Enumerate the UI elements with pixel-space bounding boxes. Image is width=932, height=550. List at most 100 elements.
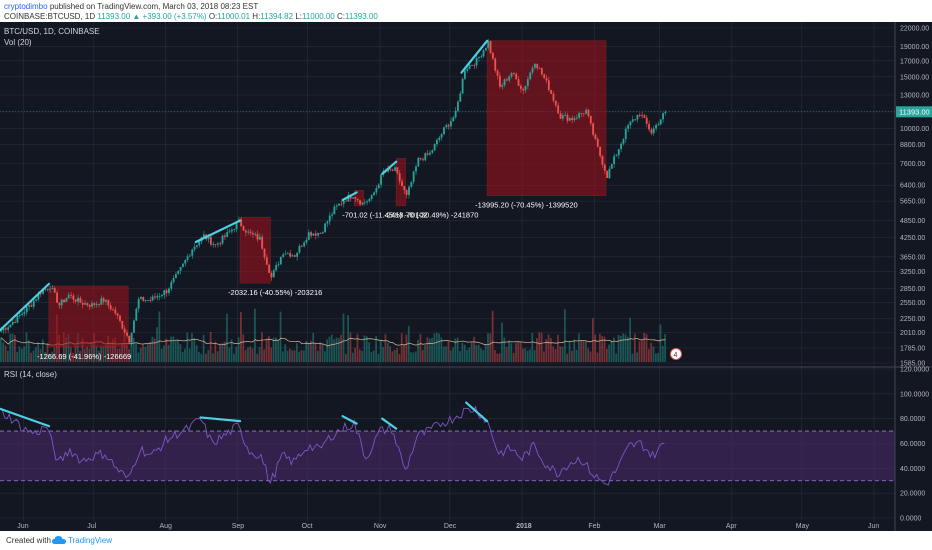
volume-bar bbox=[515, 343, 517, 362]
volume-bar bbox=[624, 334, 627, 362]
candle-body bbox=[436, 139, 438, 145]
volume-bar bbox=[568, 342, 571, 362]
candle-body bbox=[7, 327, 10, 330]
volume-bar bbox=[135, 344, 137, 362]
volume-bar bbox=[557, 334, 559, 362]
candle-body bbox=[317, 233, 320, 236]
last-price: 11393.00 bbox=[97, 12, 131, 21]
volume-bar bbox=[121, 344, 123, 362]
volume-bar bbox=[564, 309, 566, 362]
candle-body bbox=[140, 297, 142, 300]
drawdown-box bbox=[353, 190, 364, 207]
candle-body bbox=[545, 78, 548, 81]
close-label: C: bbox=[337, 12, 345, 21]
volume-bar bbox=[233, 353, 235, 362]
volume-bar bbox=[592, 318, 594, 362]
candle-body bbox=[582, 113, 585, 115]
price-tick-label: 2010.00 bbox=[900, 330, 925, 337]
candle-body bbox=[53, 288, 56, 293]
drawdown-label: -13995.20 (-70.45%) -1399520 bbox=[475, 201, 578, 210]
rsi-pane-title: RSI (14, close) bbox=[4, 370, 57, 379]
volume-bar bbox=[424, 344, 426, 362]
volume-bar bbox=[69, 347, 72, 362]
open-value: 11000.01 bbox=[217, 12, 251, 21]
candle-body bbox=[426, 153, 429, 155]
candle-body bbox=[209, 236, 212, 245]
volume-bar bbox=[529, 349, 531, 362]
candle-body bbox=[86, 303, 89, 306]
candle-body bbox=[652, 128, 655, 134]
volume-bar bbox=[438, 333, 440, 362]
candle-body bbox=[130, 332, 133, 343]
candle-body bbox=[135, 308, 138, 321]
volume-bar bbox=[389, 346, 391, 362]
volume-bar bbox=[284, 344, 287, 362]
candle-body bbox=[464, 70, 466, 79]
volume-bar bbox=[251, 348, 254, 362]
candle-body bbox=[179, 267, 182, 271]
author-link[interactable]: cryptodimbo bbox=[4, 2, 48, 11]
candle-body bbox=[202, 234, 205, 238]
alert-badge[interactable]: 4 bbox=[670, 348, 682, 360]
candle-body bbox=[529, 72, 532, 80]
drawdown-label: -2032.16 (-40.55%) -203216 bbox=[228, 288, 322, 297]
volume-bar bbox=[335, 337, 338, 362]
volume-bar bbox=[664, 334, 666, 362]
volume-bar bbox=[654, 353, 657, 362]
candle-body bbox=[431, 150, 434, 153]
tradingview-brand[interactable]: TradingView bbox=[68, 536, 113, 545]
time-axis[interactable]: Jun Jul Aug Sep Oct Nov Dec 2018 Feb Mar Apr May Jun bbox=[17, 523, 879, 530]
price-axis[interactable]: 1585.00 1785.00 2010.00 2250.00 2550.00 2850.… bbox=[900, 26, 929, 368]
rsi-tick-label: 20.0000 bbox=[900, 491, 925, 498]
rsi-trend-line bbox=[465, 401, 489, 423]
rsi-axis[interactable]: 0.0000 20.0000 40.0000 60.0000 80.0000 100.00… bbox=[900, 367, 929, 523]
volume-bar bbox=[261, 332, 263, 362]
volume-bar bbox=[167, 344, 170, 362]
candle-body bbox=[65, 298, 68, 303]
candle-body bbox=[370, 195, 373, 199]
volume-bar bbox=[223, 341, 226, 362]
volume-bar bbox=[463, 344, 466, 362]
alert-circle-icon[interactable] bbox=[670, 348, 682, 360]
rsi-band-fill bbox=[0, 431, 895, 481]
candle-body bbox=[373, 192, 375, 196]
candle-body bbox=[4, 328, 7, 330]
candle-body bbox=[39, 293, 42, 295]
candle-body bbox=[84, 303, 86, 305]
volume-bar bbox=[622, 333, 625, 362]
volume-bar bbox=[633, 333, 636, 362]
candle-body bbox=[575, 117, 578, 119]
volume-bar bbox=[205, 353, 207, 362]
candle-body bbox=[165, 290, 168, 293]
volume-bar bbox=[354, 347, 357, 362]
time-tick-label: Jun bbox=[868, 523, 879, 530]
volume-bar bbox=[445, 346, 447, 362]
candle-body bbox=[46, 288, 49, 290]
rsi-tick-label: 60.0000 bbox=[900, 441, 925, 448]
candle-body bbox=[88, 305, 91, 307]
volume-bar bbox=[27, 340, 30, 362]
candle-body bbox=[354, 197, 357, 199]
candle-body bbox=[461, 78, 464, 94]
volume-bar bbox=[370, 351, 373, 362]
candle-body bbox=[540, 68, 543, 75]
volume-bar bbox=[212, 353, 214, 362]
chart-canvas[interactable]: -1266.69 (-41.96%) -126669 -2032.16 (-40.… bbox=[0, 22, 932, 531]
volume-bar bbox=[100, 346, 102, 362]
volume-bar bbox=[433, 333, 436, 362]
candle-body bbox=[191, 249, 194, 256]
candle-body bbox=[119, 315, 121, 321]
candle-body bbox=[454, 110, 457, 118]
volume-bar bbox=[270, 347, 273, 362]
candle-body bbox=[391, 169, 394, 171]
candle-body bbox=[296, 252, 299, 257]
volume-bar bbox=[0, 337, 2, 362]
volume-bar bbox=[53, 347, 56, 362]
candle-body bbox=[14, 321, 17, 323]
volume-bar bbox=[242, 334, 245, 362]
candle-body bbox=[489, 41, 492, 53]
candle-body bbox=[49, 288, 51, 290]
candle-body bbox=[471, 65, 473, 66]
candle-body bbox=[564, 114, 567, 116]
rsi-band bbox=[0, 430, 895, 482]
